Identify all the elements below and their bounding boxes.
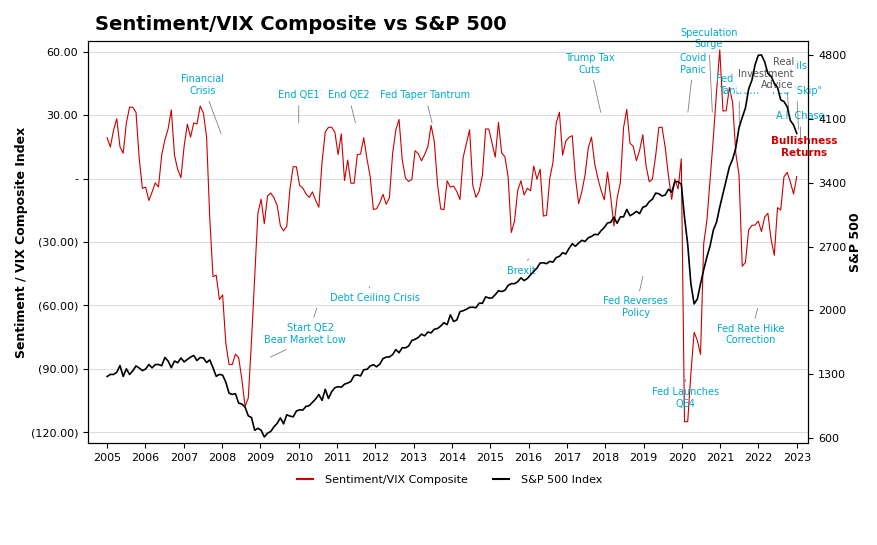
Text: Sentiment/VIX Composite vs S&P 500: Sentiment/VIX Composite vs S&P 500: [96, 15, 507, 34]
Text: Fed Launches
QE4: Fed Launches QE4: [652, 379, 719, 409]
Text: Real
Investment
Advice: Real Investment Advice: [738, 57, 794, 90]
Text: Fed Reverses
Policy: Fed Reverses Policy: [603, 276, 668, 318]
Text: Fed "Skip": Fed "Skip": [772, 86, 822, 129]
Text: Financial
Crisis: Financial Crisis: [182, 74, 225, 134]
Text: Start QE2: Start QE2: [287, 308, 334, 333]
Text: Debt Ceiling Crisis: Debt Ceiling Crisis: [331, 287, 420, 303]
Legend: Sentiment/VIX Composite, S&P 500 Index: Sentiment/VIX Composite, S&P 500 Index: [289, 471, 607, 489]
Text: SVB Fails: SVB Fails: [763, 60, 807, 112]
Text: End QE1: End QE1: [278, 90, 319, 123]
Text: Fed Taper Tantrum: Fed Taper Tantrum: [380, 90, 470, 123]
Text: Trump Tax
Cuts: Trump Tax Cuts: [565, 53, 615, 112]
Text: A.I. Chase: A.I. Chase: [776, 111, 825, 144]
Text: Speculation
Surge: Speculation Surge: [680, 28, 738, 112]
Text: Bear Market Low: Bear Market Low: [264, 336, 346, 357]
Text: Brexit: Brexit: [507, 259, 535, 276]
Text: End QE2: End QE2: [328, 90, 369, 123]
Y-axis label: S&P 500: S&P 500: [849, 212, 862, 272]
Text: Covid
Panic: Covid Panic: [680, 53, 707, 112]
Y-axis label: Sentiment / VIX Composite Index: Sentiment / VIX Composite Index: [15, 126, 28, 358]
Text: Fed Rate Hike
Correction: Fed Rate Hike Correction: [717, 308, 784, 346]
Text: Bullishness
Returns: Bullishness Returns: [771, 136, 838, 158]
Text: Fed Taper
Tantrum: Fed Taper Tantrum: [716, 74, 763, 123]
